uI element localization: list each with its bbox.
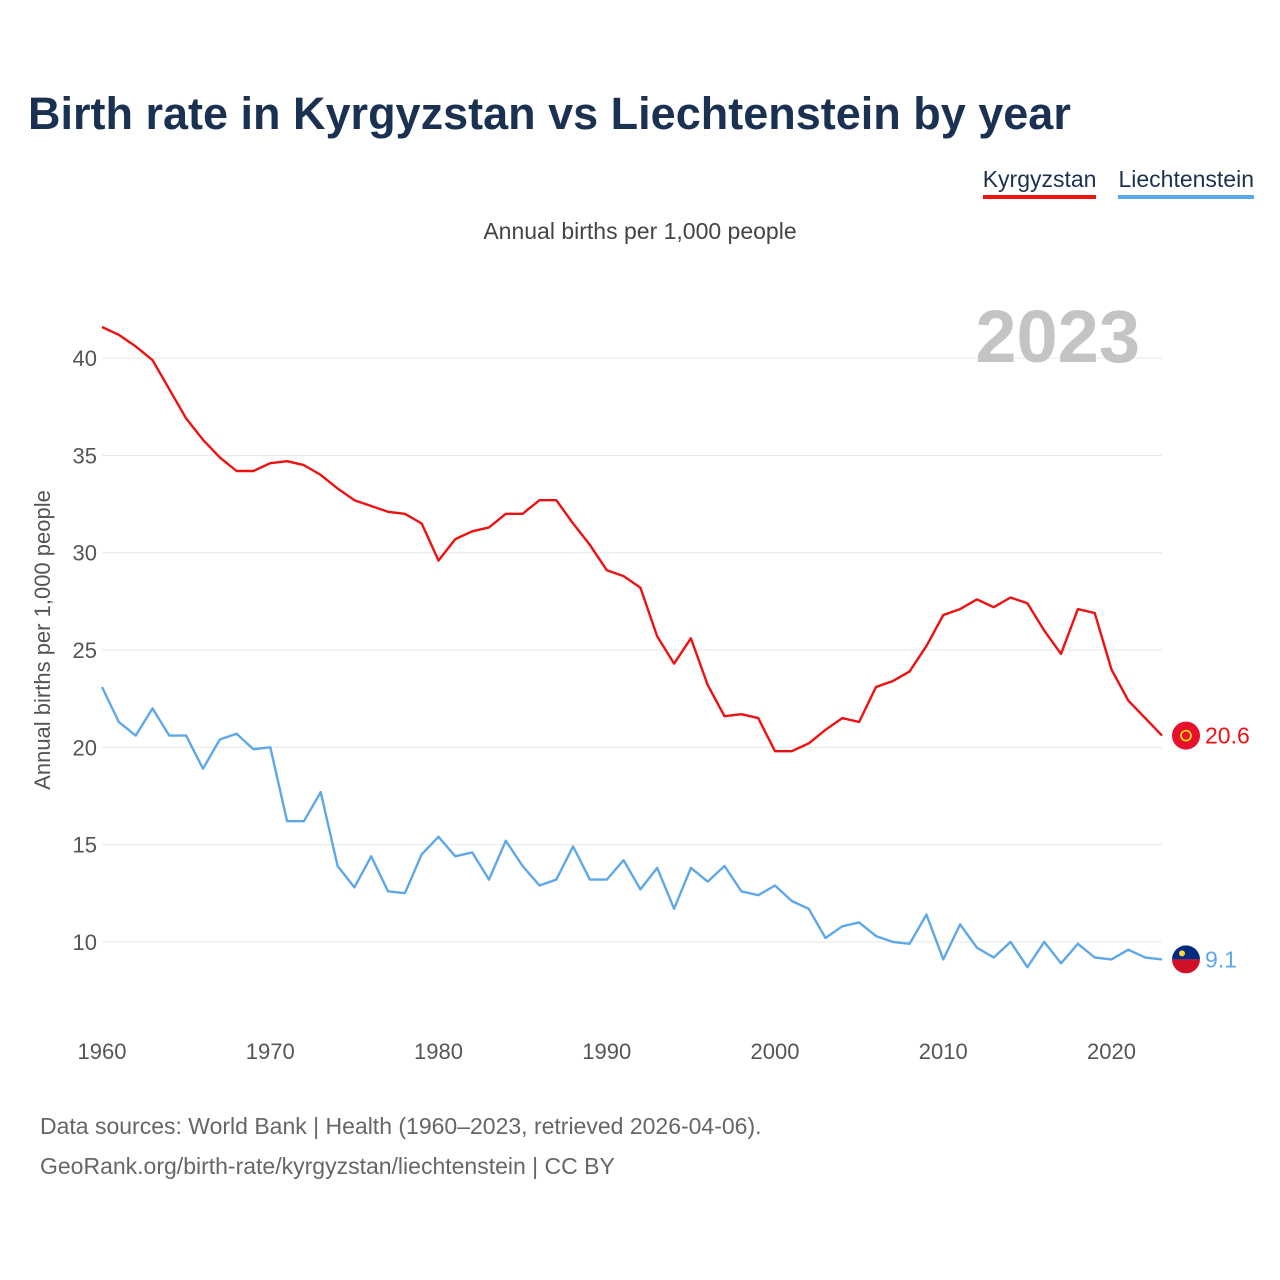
x-tick-label: 1990 [582, 1039, 631, 1064]
kyrgyzstan-sun-icon [1180, 729, 1192, 742]
footer-source: Data sources: World Bank | Health (1960–… [40, 1113, 762, 1139]
x-tick-label: 1970 [246, 1039, 295, 1064]
liechtenstein-crown-icon [1179, 950, 1185, 957]
end-label-liechtenstein: 9.1 [1205, 946, 1237, 972]
legend-item-kyrgyzstan[interactable]: Kyrgyzstan [982, 166, 1097, 199]
legend-item-liechtenstein[interactable]: Liechtenstein [1118, 166, 1254, 199]
y-tick-label: 25 [73, 638, 97, 663]
x-tick-label: 1960 [78, 1039, 127, 1064]
kyrgyzstan-flag-icon [1172, 721, 1200, 750]
x-tick-label: 2020 [1087, 1039, 1136, 1064]
footer: Data sources: World Bank | Health (1960–… [40, 1106, 762, 1186]
y-tick-label: 40 [73, 346, 97, 371]
x-tick-label: 2010 [919, 1039, 968, 1064]
chart-subtitle: Annual births per 1,000 people [483, 218, 797, 244]
x-tick-label: 2000 [751, 1039, 800, 1064]
end-label-kyrgyzstan: 20.6 [1205, 723, 1250, 749]
legend: Kyrgyzstan Liechtenstein [982, 166, 1254, 199]
chart-title: Birth rate in Kyrgyzstan vs Liechtenstei… [28, 88, 1071, 139]
y-axis-title: Annual births per 1,000 people [30, 490, 55, 790]
y-tick-label: 15 [73, 833, 97, 858]
y-tick-label: 10 [73, 930, 97, 955]
y-tick-label: 30 [73, 541, 97, 566]
liechtenstein-flag-lower [1172, 959, 1200, 974]
y-tick-label: 20 [73, 735, 97, 760]
x-tick-label: 1980 [414, 1039, 463, 1064]
liechtenstein-flag-icon [1172, 945, 1200, 960]
y-tick-label: 35 [73, 443, 97, 468]
footer-attribution: GeoRank.org/birth-rate/kyrgyzstan/liecht… [40, 1153, 615, 1179]
series-line-liechtenstein [100, 686, 1163, 969]
series-line-kyrgyzstan [101, 325, 1163, 753]
line-chart: 10 15 20 25 30 35 40 1960 1970 1980 1990 2000 2010 20… [30, 295, 1250, 1064]
year-watermark: 2023 [975, 295, 1140, 378]
